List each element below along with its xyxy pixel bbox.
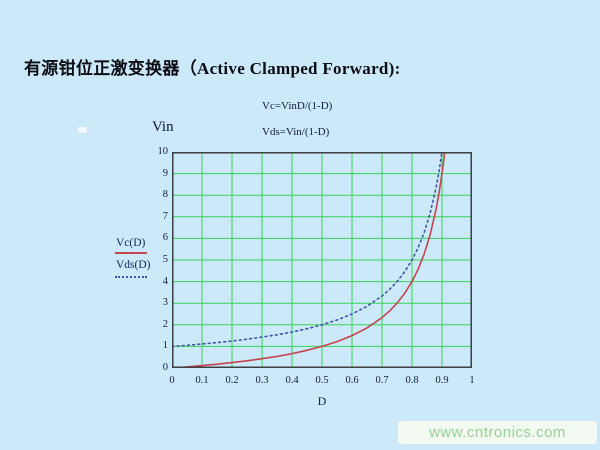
watermark: www.cntronics.com (398, 421, 597, 444)
bullet-mark (78, 127, 87, 133)
x-tick-label: 0.5 (315, 375, 329, 386)
legend-label-vc: Vc(D) (116, 237, 146, 249)
x-tick-label: 0.9 (435, 375, 449, 386)
legend-entry-vds: Vds(D) (112, 259, 158, 278)
x-tick-label: 1 (469, 375, 475, 386)
y-tick-label: 9 (162, 167, 168, 179)
x-tick-label: 0 (169, 375, 175, 386)
y-tick-label: 6 (162, 232, 168, 244)
formula-vds: Vds=Vin/(1-D) (262, 126, 330, 138)
x-tick-label: 0.6 (345, 375, 359, 386)
legend-label-vds: Vds(D) (116, 259, 151, 271)
y-tick-label: 2 (162, 318, 168, 330)
formula-vc: Vc=VinD/(1-D) (262, 100, 333, 112)
y-tick-label: 1 (162, 340, 168, 352)
legend-entry-vc: Vc(D) (112, 237, 158, 254)
series-line-0 (172, 152, 446, 368)
y-axis-title: Vin (152, 119, 174, 135)
series-line-1 (172, 152, 443, 348)
y-tick-label: 5 (162, 254, 168, 265)
y-tick-label: 4 (162, 275, 168, 287)
x-tick-label: 0.7 (375, 375, 389, 386)
legend-swatch-vds-dotted-line (115, 276, 147, 278)
legend-swatch-vc-solid-line (115, 252, 147, 254)
y-tick-label: 7 (162, 210, 168, 222)
page-title: 有源钳位正激变换器（Active Clamped Forward): (24, 59, 401, 78)
x-tick-label: 0.3 (255, 375, 269, 386)
x-tick-label: 0.1 (195, 375, 209, 386)
chart-area: 0 1 2 3 4 5 6 7 8 9 10 0 0.1 0.2 0.3 0.4 0.5 0.6 0.7 0.8 0.… (150, 142, 495, 408)
x-axis-title: D (317, 394, 327, 408)
x-tick-label: 0.2 (225, 375, 239, 386)
chart-legend: Vc(D) Vds(D) (112, 237, 158, 283)
y-tick-label: 3 (162, 297, 168, 309)
x-tick-label: 0.8 (405, 375, 419, 386)
y-tick-label: 8 (162, 189, 168, 201)
y-tick-label: 10 (157, 146, 169, 157)
plot-frame (172, 152, 472, 368)
watermark-text: www.cntronics.com (429, 424, 566, 441)
plot-svg (172, 152, 472, 368)
x-tick-label: 0.4 (285, 375, 299, 386)
y-tick-label: 0 (162, 362, 168, 373)
